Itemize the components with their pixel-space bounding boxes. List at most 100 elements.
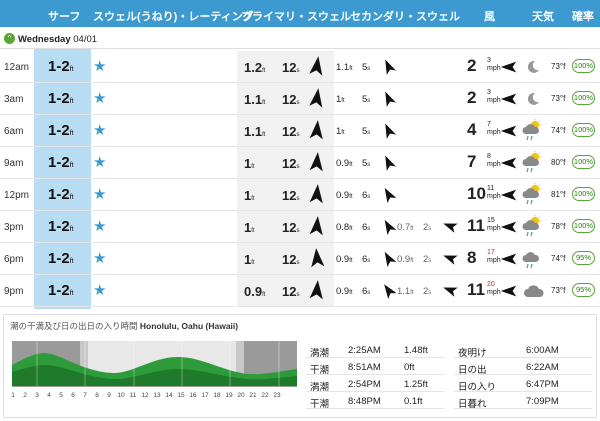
wind-gust: 3 mph: [487, 89, 501, 104]
table-header: サーフ スウェル(うねり)・レーティング プライマリ・スウェル セカンダリ・スウ…: [0, 0, 600, 27]
sun-cloud-rain-icon: [522, 215, 541, 237]
tertiary-period: 2s: [423, 222, 432, 233]
forecast-row[interactable]: 12pm 1-2ft ★ 1ft 12s 0.9ft 6s 10 11 mph 8…: [0, 179, 600, 211]
secondary-direction-arrow: [384, 219, 397, 235]
cloud-rain-icon: [522, 252, 540, 269]
hour-tick-label: 15: [177, 392, 185, 399]
primary-height: 1ft: [244, 188, 255, 203]
primary-period: 12s: [282, 156, 300, 171]
forecast-row[interactable]: 9pm 1-2ft ★ 0.9ft 12s 0.9ft 6s 1.1ft 2s …: [0, 275, 600, 307]
tide-row: 干潮 8:48PM 0.1ft: [306, 392, 444, 410]
surf-height: 1-2ft: [48, 250, 74, 267]
primary-height: 1.2ft: [244, 60, 266, 75]
forecast-row[interactable]: 12am 1-2ft ★ 1.2ft 12s 1.1ft 5s 2 3 mph 7…: [0, 51, 600, 83]
secondary-period: 5s: [362, 158, 371, 169]
tide-type: 満潮: [310, 382, 330, 393]
probability-badge: 100%: [572, 91, 595, 105]
secondary-height: 0.9ft: [336, 254, 353, 265]
hour-tick-label: 5: [59, 392, 63, 399]
wind-direction-arrow: [500, 221, 517, 233]
tide-chart[interactable]: [12, 341, 297, 389]
forecast-row[interactable]: 9am 1-2ft ★ 1ft 12s 0.9ft 5s 7 8 mph 80°f…: [0, 147, 600, 179]
forecast-row[interactable]: 6am 1-2ft ★ 1.1ft 12s 1ft 5s 4 7 mph 74°f…: [0, 115, 600, 147]
forecast-row[interactable]: 3am 1-2ft ★ 1.1ft 12s 1ft 5s 2 3 mph 73°f…: [0, 83, 600, 115]
rating-star-icon: ★: [93, 250, 107, 267]
tide-time: 8:48PM: [348, 396, 381, 407]
hour-tick-label: 10: [117, 392, 125, 399]
sun-row: 日暮れ 7:09PM: [454, 392, 592, 410]
row-time: 6pm: [4, 254, 24, 265]
wind-speed: 2: [467, 56, 477, 75]
surf-height: 1-2ft: [48, 154, 74, 171]
tide-height: 0ft: [404, 362, 415, 373]
forecast-row[interactable]: 3pm 1-2ft ★ 1ft 12s 0.8ft 6s 0.7ft 2s 11…: [0, 211, 600, 243]
primary-direction-arrow: [309, 56, 323, 76]
secondary-direction-arrow: [385, 123, 396, 139]
header-wind: 風: [484, 11, 495, 23]
hour-tick-label: 23: [273, 392, 281, 399]
sun-time: 6:00AM: [526, 345, 559, 356]
hour-tick-label: 7: [83, 392, 87, 399]
hour-tick-label: 12: [141, 392, 149, 399]
temperature: 74°f: [551, 254, 566, 263]
temperature: 78°f: [551, 222, 566, 231]
surf-column-highlight: [34, 49, 91, 309]
tertiary-height: 1.1ft: [397, 286, 414, 297]
tertiary-direction-arrow: [443, 223, 458, 233]
tide-height: 0.1ft: [404, 396, 423, 407]
temperature: 74°f: [551, 126, 566, 135]
rating-star-icon: ★: [93, 58, 107, 75]
wind-speed: 2: [467, 88, 477, 107]
sun-label: 日の入り: [458, 382, 497, 393]
primary-period: 12s: [282, 60, 300, 75]
secondary-direction-arrow: [385, 59, 396, 75]
day-row[interactable]: ⌃ Wednesday 04/01: [0, 28, 600, 49]
primary-direction-arrow: [309, 184, 323, 204]
sun-time: 6:47PM: [526, 379, 559, 390]
header-surf: サーフ: [48, 11, 81, 23]
secondary-period: 5s: [362, 94, 371, 105]
secondary-height: 1.1ft: [336, 62, 353, 73]
tertiary-period: 2s: [423, 286, 432, 297]
probability-badge: 100%: [572, 155, 595, 169]
secondary-direction-arrow: [385, 155, 396, 171]
probability-badge: 95%: [572, 251, 595, 265]
day-date: 04/01: [73, 34, 98, 45]
secondary-period: 6s: [362, 286, 371, 297]
secondary-height: 0.8ft: [336, 222, 353, 233]
primary-period: 12s: [282, 220, 300, 235]
header-probability: 確率: [572, 11, 594, 23]
tide-time: 2:25AM: [348, 345, 381, 356]
row-time: 12pm: [4, 190, 30, 201]
secondary-direction-arrow: [384, 187, 397, 203]
wind-speed: 11: [467, 280, 485, 299]
tertiary-period: 2s: [423, 254, 432, 265]
chevron-up-icon[interactable]: ⌃: [4, 33, 15, 44]
hour-tick-label: 6: [71, 392, 75, 399]
wind-direction-arrow: [500, 125, 517, 137]
header-rating: スウェル(うねり)・レーティング: [93, 11, 254, 23]
primary-direction-arrow: [309, 120, 323, 140]
hour-tick-label: 17: [201, 392, 209, 399]
primary-height: 0.9ft: [244, 284, 266, 299]
sun-time: 6:22AM: [526, 362, 559, 373]
tide-type: 満潮: [310, 348, 330, 359]
wind-gust: 11 mph: [487, 185, 501, 200]
primary-direction-arrow: [309, 88, 323, 108]
sun-label: 日の出: [458, 365, 487, 376]
row-time: 3am: [4, 94, 24, 105]
temperature: 73°f: [551, 94, 566, 103]
secondary-height: 0.9ft: [336, 190, 353, 201]
hour-tick-label: 19: [225, 392, 233, 399]
forecast-row[interactable]: 6pm 1-2ft ★ 1ft 12s 0.9ft 6s 0.9ft 2s 8 …: [0, 243, 600, 275]
wind-direction-arrow: [500, 61, 517, 73]
probability-badge: 100%: [572, 59, 595, 73]
tide-location: Honolulu, Oahu (Hawaii): [139, 321, 239, 331]
tide-row: 干潮 8:51AM 0ft: [306, 358, 444, 376]
sun-label: 日暮れ: [458, 399, 487, 410]
primary-direction-arrow: [309, 152, 323, 172]
surf-height: 1-2ft: [48, 186, 74, 203]
rating-star-icon: ★: [93, 154, 107, 171]
row-time: 3pm: [4, 222, 24, 233]
primary-height: 1ft: [244, 156, 255, 171]
